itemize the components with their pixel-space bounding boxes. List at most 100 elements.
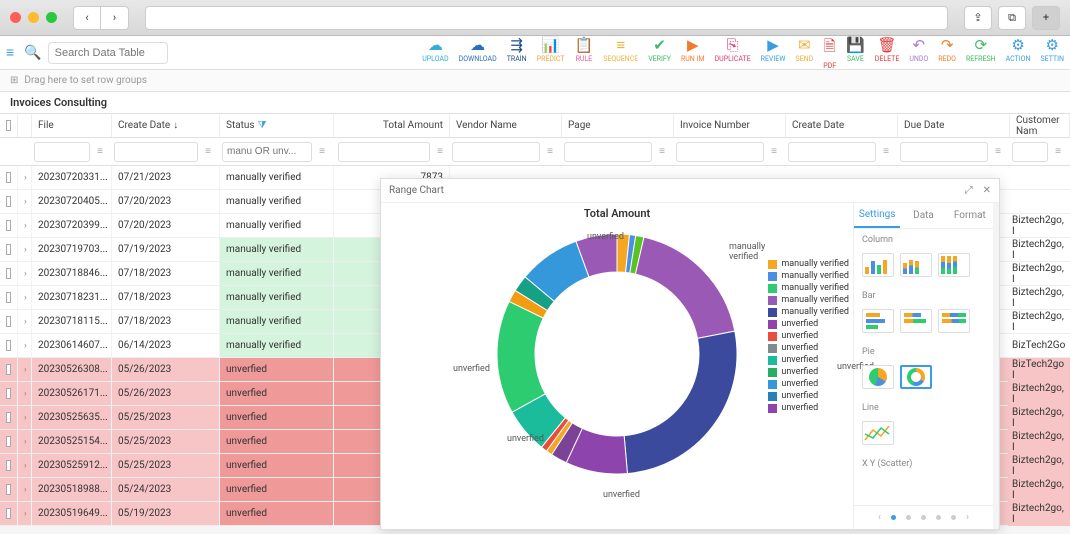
window-minimize[interactable] bbox=[28, 12, 39, 23]
predict-button[interactable]: 📊PREDICT bbox=[537, 36, 565, 70]
delete-button[interactable]: 🗑DELETE bbox=[875, 36, 900, 70]
pdf-button[interactable]: 🗎PDF bbox=[823, 36, 836, 70]
window-close[interactable] bbox=[10, 12, 21, 23]
row-checkbox[interactable] bbox=[6, 220, 11, 231]
filter-customer[interactable] bbox=[1012, 142, 1048, 162]
chart-type-column-100[interactable] bbox=[938, 253, 970, 277]
filter-file[interactable] bbox=[34, 142, 90, 162]
filter-total-btn[interactable]: ≡ bbox=[432, 144, 448, 160]
settin-button[interactable]: ⚙SETTIN bbox=[1040, 36, 1064, 70]
expand-icon[interactable]: › bbox=[24, 461, 27, 471]
filter-created-btn[interactable]: ≡ bbox=[200, 144, 216, 160]
col-total[interactable]: Total Amount bbox=[334, 114, 450, 137]
legend-item[interactable]: unverfied bbox=[768, 355, 849, 365]
filter-status-btn[interactable]: ≡ bbox=[314, 144, 330, 160]
expand-icon[interactable]: › bbox=[24, 365, 27, 375]
row-checkbox[interactable] bbox=[6, 436, 11, 447]
chart-type-bar-100[interactable] bbox=[938, 309, 970, 333]
filter-vendor-btn[interactable]: ≡ bbox=[542, 144, 558, 160]
train-button[interactable]: ⇶TRAIN bbox=[507, 36, 527, 70]
row-checkbox[interactable] bbox=[6, 364, 11, 375]
share-button[interactable]: ⇪ bbox=[964, 6, 992, 30]
expand-icon[interactable]: › bbox=[24, 485, 27, 495]
col-created2[interactable]: Create Date bbox=[786, 114, 898, 137]
filter-invnum[interactable] bbox=[676, 142, 764, 162]
filter-created2-btn[interactable]: ≡ bbox=[878, 144, 894, 160]
donut-slice[interactable] bbox=[497, 301, 545, 412]
legend-item[interactable]: unverfied bbox=[768, 379, 849, 389]
chart-type-bar-stacked[interactable] bbox=[900, 309, 932, 333]
pager-prev[interactable]: ‹ bbox=[878, 512, 881, 523]
row-checkbox[interactable] bbox=[6, 244, 11, 255]
col-file[interactable]: File bbox=[32, 114, 112, 137]
pager-next[interactable]: › bbox=[966, 512, 969, 523]
legend-item[interactable]: unverfied bbox=[768, 367, 849, 377]
expand-icon[interactable]: › bbox=[24, 269, 27, 279]
save-button[interactable]: 💾SAVE bbox=[846, 36, 865, 70]
expand-icon[interactable]: › bbox=[24, 221, 27, 231]
col-status[interactable]: Status⧩ bbox=[220, 114, 334, 137]
filter-file-btn[interactable]: ≡ bbox=[92, 144, 108, 160]
row-checkbox[interactable] bbox=[6, 388, 11, 399]
chart-tab-data[interactable]: Data bbox=[900, 203, 946, 228]
hamburger-icon[interactable]: ≡ bbox=[6, 44, 14, 61]
expand-icon[interactable]: › bbox=[24, 413, 27, 423]
nav-back-button[interactable]: ‹ bbox=[73, 6, 101, 30]
donut-slice[interactable] bbox=[624, 331, 737, 473]
upload-button[interactable]: ☁UPLOAD bbox=[422, 36, 448, 70]
legend-item[interactable]: manually verified bbox=[768, 259, 849, 269]
filter-created[interactable] bbox=[114, 142, 198, 162]
row-checkbox[interactable] bbox=[6, 508, 11, 519]
pager-dot-1[interactable] bbox=[891, 515, 896, 520]
verify-button[interactable]: ✔VERIFY bbox=[648, 36, 671, 70]
col-duedate[interactable]: Due Date bbox=[898, 114, 1010, 137]
col-page[interactable]: Page bbox=[562, 114, 674, 137]
col-created[interactable]: Create Date↓ bbox=[112, 114, 220, 137]
legend-item[interactable]: unverfied bbox=[768, 319, 849, 329]
legend-item[interactable]: unverfied bbox=[768, 391, 849, 401]
col-invnum[interactable]: Invoice Number bbox=[674, 114, 786, 137]
chart-expand-icon[interactable]: ⤢ bbox=[965, 185, 973, 196]
undo-button[interactable]: ↶UNDO bbox=[909, 36, 928, 70]
filter-invnum-btn[interactable]: ≡ bbox=[766, 144, 782, 160]
row-checkbox[interactable] bbox=[6, 292, 11, 303]
chart-type-line[interactable] bbox=[862, 421, 894, 445]
legend-item[interactable]: manually verified bbox=[768, 271, 849, 281]
expand-icon[interactable]: › bbox=[24, 197, 27, 207]
row-checkbox[interactable] bbox=[6, 268, 11, 279]
row-checkbox[interactable] bbox=[6, 196, 11, 207]
filter-page[interactable] bbox=[564, 142, 652, 162]
pager-dot-5[interactable] bbox=[951, 515, 956, 520]
expand-icon[interactable]: › bbox=[24, 341, 27, 351]
rule-button[interactable]: 📋RULE bbox=[575, 36, 594, 70]
expand-icon[interactable]: › bbox=[24, 509, 27, 519]
search-input[interactable] bbox=[48, 42, 168, 64]
legend-item[interactable]: manually verified bbox=[768, 283, 849, 293]
chart-type-column-grouped[interactable] bbox=[862, 253, 894, 277]
nav-forward-button[interactable]: › bbox=[101, 6, 129, 30]
window-maximize[interactable] bbox=[46, 12, 57, 23]
filter-duedate[interactable] bbox=[900, 142, 988, 162]
filter-vendor[interactable] bbox=[452, 142, 540, 162]
legend-item[interactable]: unverfied bbox=[768, 343, 849, 353]
row-checkbox[interactable] bbox=[6, 412, 11, 423]
legend-item[interactable]: unverfied bbox=[768, 403, 849, 413]
legend-item[interactable]: unverfied bbox=[768, 331, 849, 341]
row-checkbox[interactable] bbox=[6, 460, 11, 471]
col-vendor[interactable]: Vendor Name bbox=[450, 114, 562, 137]
chart-tab-settings[interactable]: Settings bbox=[854, 203, 900, 228]
chart-type-donut[interactable] bbox=[900, 365, 932, 389]
expand-icon[interactable]: › bbox=[24, 245, 27, 255]
expand-icon[interactable]: › bbox=[24, 173, 27, 183]
pager-dot-2[interactable] bbox=[906, 515, 911, 520]
chart-type-column-stacked[interactable] bbox=[900, 253, 932, 277]
chart-type-pie[interactable] bbox=[862, 365, 894, 389]
review-button[interactable]: ▶REVIEW bbox=[761, 36, 786, 70]
expand-icon[interactable]: › bbox=[24, 293, 27, 303]
select-all-checkbox[interactable] bbox=[6, 120, 11, 131]
run im-button[interactable]: ▶RUN IM bbox=[681, 36, 705, 70]
chart-close-icon[interactable]: ✕ bbox=[983, 185, 991, 196]
url-bar[interactable] bbox=[145, 6, 948, 30]
expand-icon[interactable]: › bbox=[24, 437, 27, 447]
filter-created2[interactable] bbox=[788, 142, 876, 162]
